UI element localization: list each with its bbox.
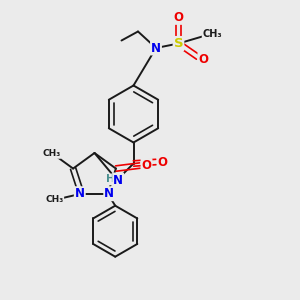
Text: O: O xyxy=(173,11,184,24)
Text: N: N xyxy=(113,173,123,187)
Text: CH₃: CH₃ xyxy=(42,149,60,158)
Text: CH₃: CH₃ xyxy=(45,195,63,204)
Text: O: O xyxy=(142,159,152,172)
Text: N: N xyxy=(151,41,161,55)
Text: CH₃: CH₃ xyxy=(202,28,222,39)
Text: N: N xyxy=(104,187,114,200)
Text: H: H xyxy=(106,174,115,184)
Text: O: O xyxy=(158,155,168,169)
Text: N: N xyxy=(75,187,85,200)
Text: O: O xyxy=(198,53,208,66)
Text: S: S xyxy=(174,37,183,50)
